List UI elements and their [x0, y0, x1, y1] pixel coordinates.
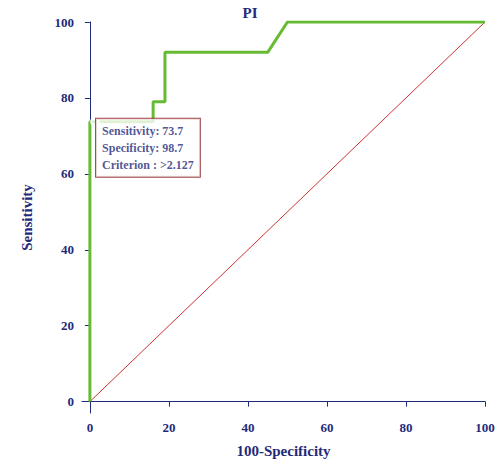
- svg-text:PI: PI: [243, 5, 258, 21]
- svg-text:20: 20: [61, 318, 74, 333]
- svg-text:Criterion : >2.127: Criterion : >2.127: [102, 158, 194, 172]
- svg-text:Sensitivity: Sensitivity: [19, 184, 35, 251]
- svg-text:0: 0: [87, 420, 94, 435]
- svg-text:100: 100: [55, 15, 75, 30]
- svg-text:40: 40: [61, 242, 74, 257]
- svg-text:80: 80: [399, 420, 412, 435]
- svg-text:60: 60: [320, 420, 333, 435]
- svg-text:Sensitivity: 73.7: Sensitivity: 73.7: [102, 124, 183, 138]
- svg-text:100: 100: [475, 420, 495, 435]
- svg-text:100-Specificity: 100-Specificity: [236, 443, 331, 459]
- svg-text:80: 80: [61, 90, 74, 105]
- svg-text:0: 0: [68, 394, 75, 409]
- svg-text:40: 40: [241, 420, 254, 435]
- svg-text:20: 20: [162, 420, 175, 435]
- svg-text:Specificity: 98.7: Specificity: 98.7: [102, 141, 183, 155]
- svg-text:60: 60: [61, 166, 74, 181]
